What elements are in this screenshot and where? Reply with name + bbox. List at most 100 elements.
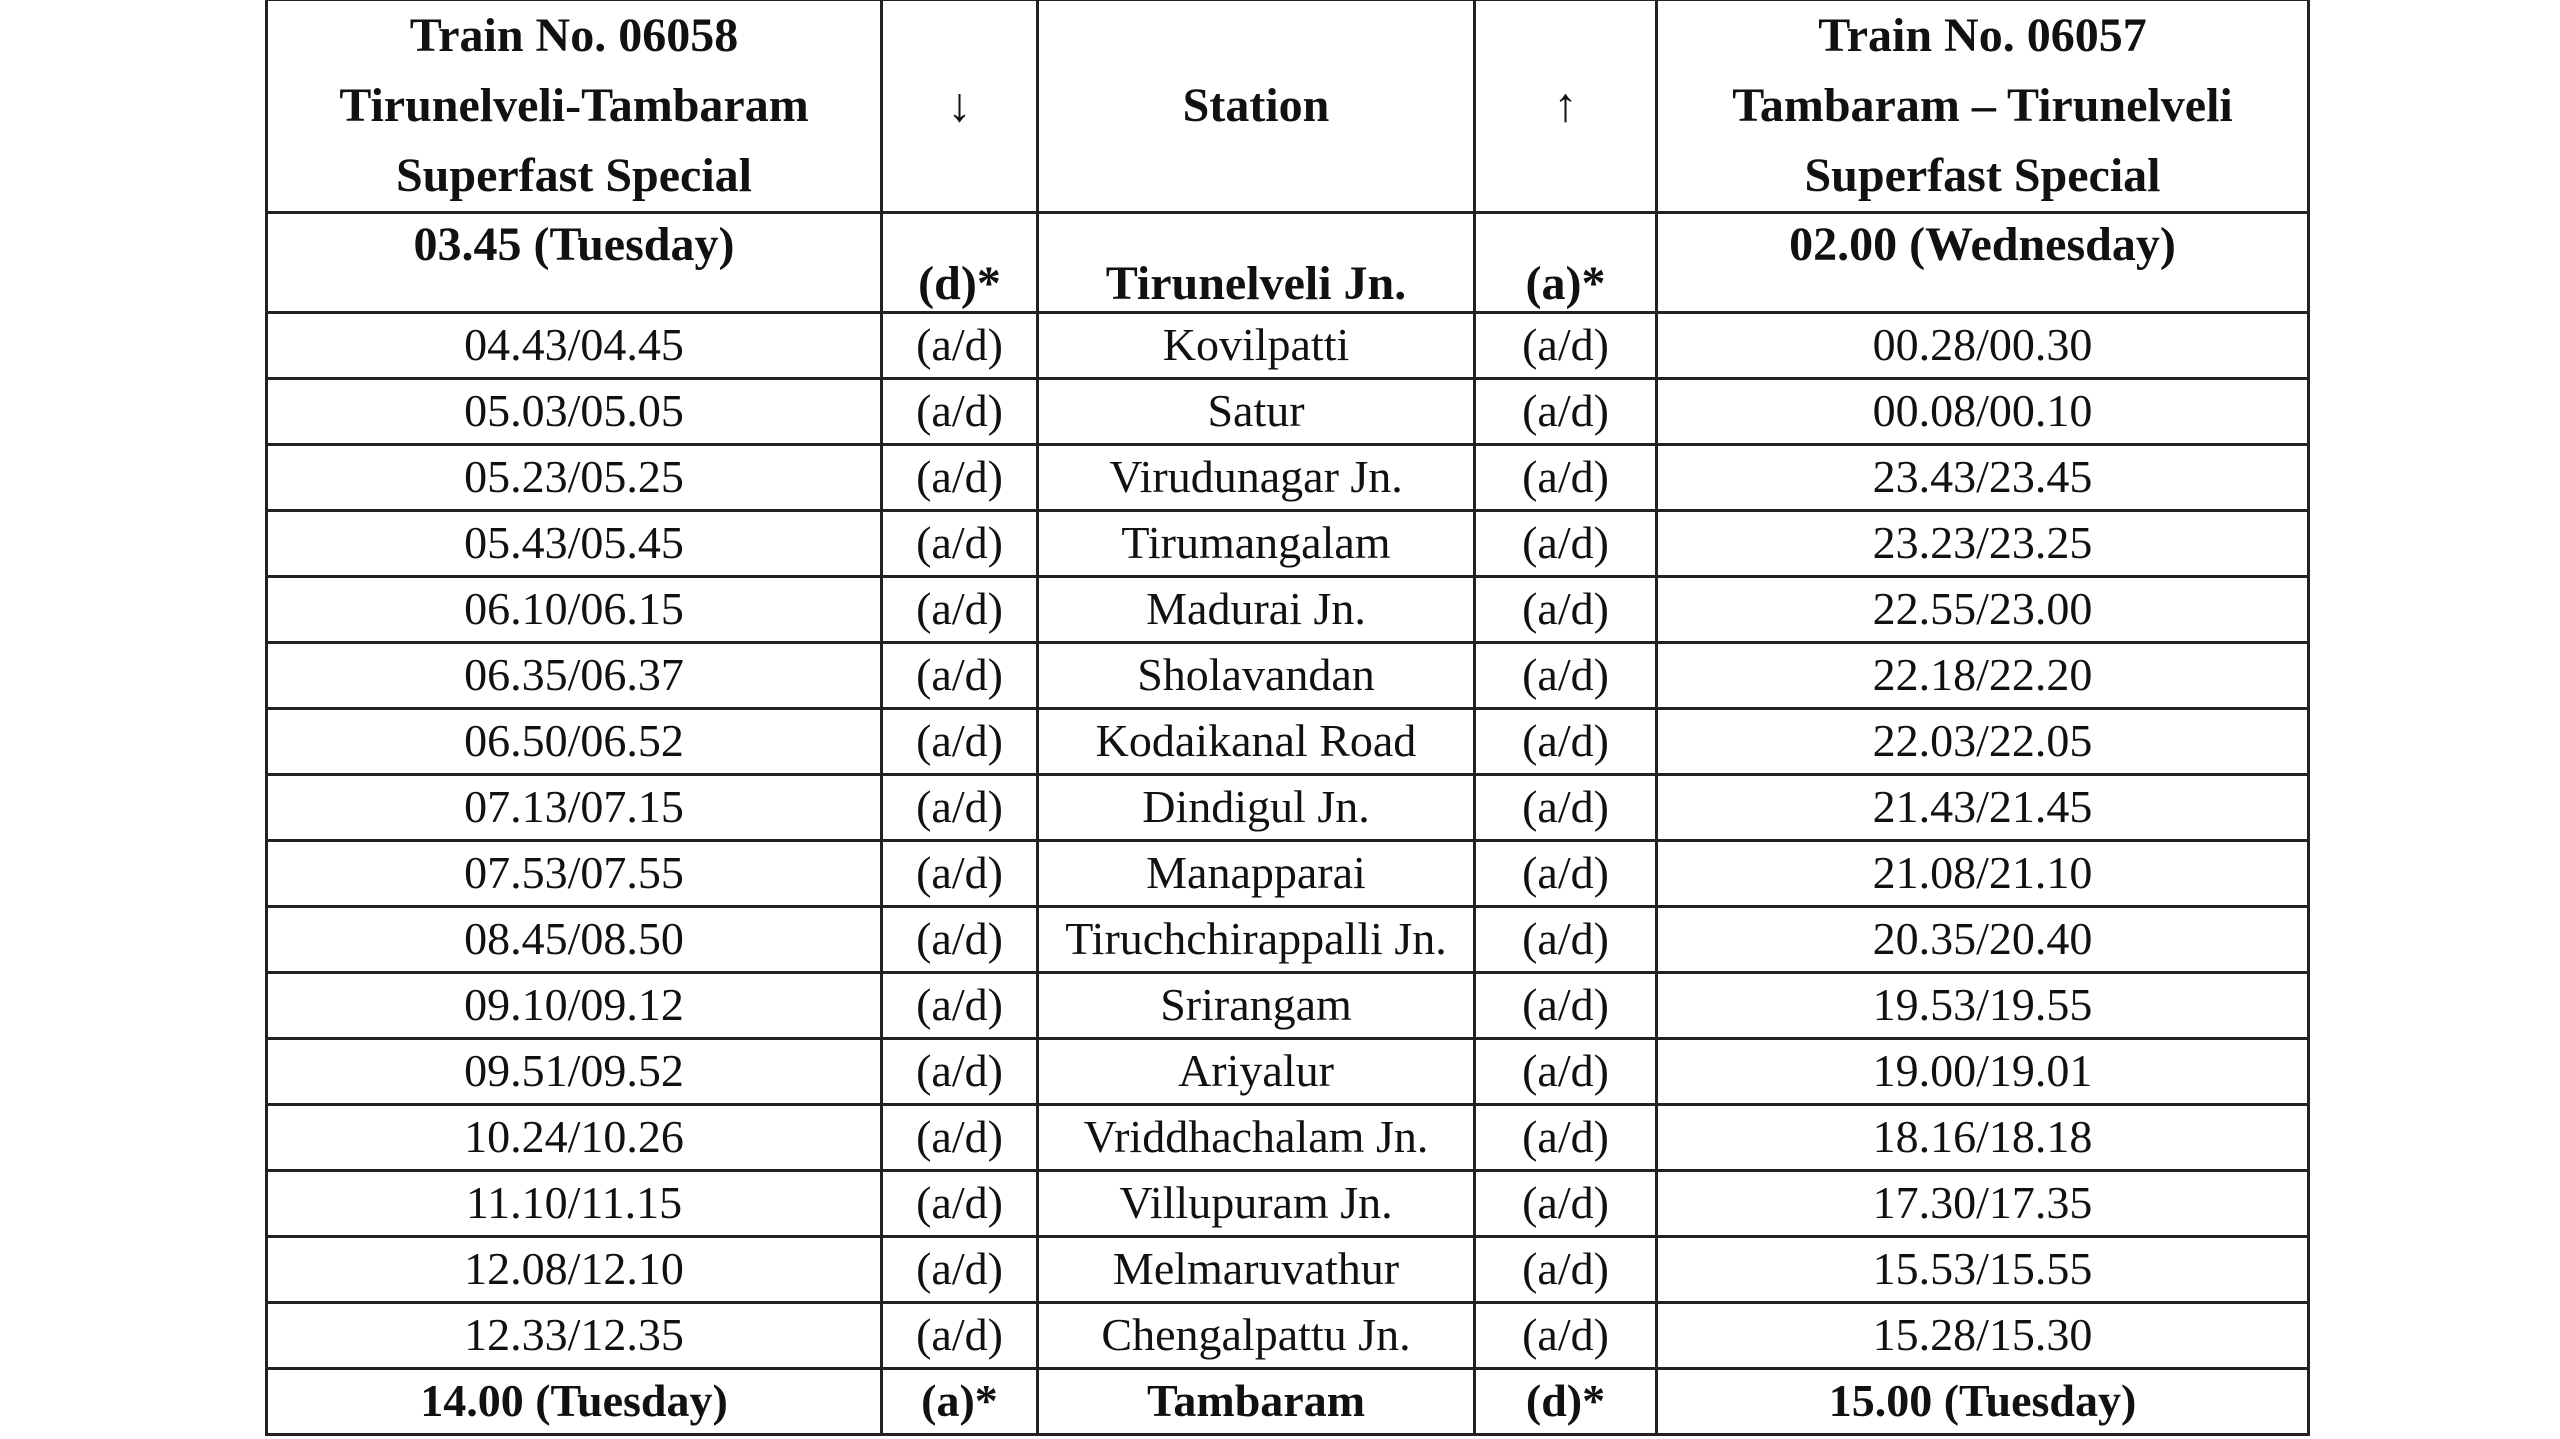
cell: (a/d) [1473,971,1658,1040]
cell: 03.45 (Tuesday) [265,211,883,314]
header-line: Station [1182,79,1330,132]
cell: 05.03/05.05 [265,377,883,446]
cell: Tambaram [1036,1367,1476,1436]
cell: 04.43/04.45 [265,311,883,380]
cell: 21.08/21.10 [1655,839,2310,908]
cell: (a/d) [1473,1103,1658,1172]
cell: (a/d) [1473,1169,1658,1238]
row: 04.43/04.45 (a/d) Kovilpatti (a/d) 00.28/00.… [265,311,2310,380]
cell: 21.43/21.45 [1655,773,2310,842]
header-line: Tambaram – Tirunelveli [1732,79,2233,132]
cell: 15.00 (Tuesday) [1655,1367,2310,1436]
cell: Melmaruvathur [1036,1235,1476,1304]
cell: (a/d) [880,443,1039,512]
cell: (a/d) [880,377,1039,446]
row: 09.10/09.12 (a/d) Srirangam (a/d) 19.53/19.5… [265,971,2310,1040]
row: 03.45 (Tuesday) (d)* Tirunelveli Jn. (a)* 02… [265,211,2310,314]
cell: 22.03/22.05 [1655,707,2310,776]
row: 10.24/10.26 (a/d) Vriddhachalam Jn. (a/d) 18… [265,1103,2310,1172]
cell: (a/d) [880,1235,1039,1304]
cell: 06.50/06.52 [265,707,883,776]
row: 05.43/05.45 (a/d) Tirumangalam (a/d) 23.23/2… [265,509,2310,578]
cell: Villupuram Jn. [1036,1169,1476,1238]
cell: Tiruchchirappalli Jn. [1036,905,1476,974]
cell: 22.55/23.00 [1655,575,2310,644]
cell: Dindigul Jn. [1036,773,1476,842]
cell: (d)* [880,211,1039,314]
cell: (a/d) [880,707,1039,776]
cell: 23.43/23.45 [1655,443,2310,512]
header-line: Train No. 06058 [409,9,739,62]
cell: (a/d) [1473,575,1658,644]
cell: (a/d) [1473,773,1658,842]
cell: (a/d) [880,311,1039,380]
cell: (a/d) [1473,1235,1658,1304]
row: 05.03/05.05 (a/d) Satur (a/d) 00.08/00.10 [265,377,2310,446]
row: 12.08/12.10 (a/d) Melmaruvathur (a/d) 15.53/… [265,1235,2310,1304]
row: 05.23/05.25 (a/d) Virudunagar Jn. (a/d) 23.4… [265,443,2310,512]
cell: (a/d) [1473,641,1658,710]
cell: (a)* [880,1367,1039,1436]
cell: 07.13/07.15 [265,773,883,842]
row: 06.50/06.52 (a/d) Kodaikanal Road (a/d) 22.0… [265,707,2310,776]
cell: Manapparai [1036,839,1476,908]
cell: Satur [1036,377,1476,446]
cell: 19.53/19.55 [1655,971,2310,1040]
header-cell: Train No. 06057 Tambaram – Tirunelveli Sup… [1655,0,2310,214]
cell: (a/d) [1473,377,1658,446]
header-cell: Station [1036,0,1476,214]
cell: (a/d) [880,1169,1039,1238]
cell: Madurai Jn. [1036,575,1476,644]
cell: (a/d) [1473,707,1658,776]
cell: 07.53/07.55 [265,839,883,908]
header-line: ↓ [947,79,972,132]
cell: Sholavandan [1036,641,1476,710]
row: 08.45/08.50 (a/d) Tiruchchirappalli Jn. (a/… [265,905,2310,974]
cell: Kodaikanal Road [1036,707,1476,776]
cell: 14.00 (Tuesday) [265,1367,883,1436]
cell: (a/d) [880,971,1039,1040]
cell: (a/d) [880,1037,1039,1106]
cell: Chengalpattu Jn. [1036,1301,1476,1370]
cell: 09.51/09.52 [265,1037,883,1106]
cell: (a/d) [1473,509,1658,578]
cell: 02.00 (Wednesday) [1655,211,2310,314]
cell: (a/d) [880,575,1039,644]
cell: 22.18/22.20 [1655,641,2310,710]
cell: (a/d) [1473,443,1658,512]
cell: (a)* [1473,211,1658,314]
cell: 19.00/19.01 [1655,1037,2310,1106]
cell: 18.16/18.18 [1655,1103,2310,1172]
cell: (a/d) [1473,905,1658,974]
cell: Kovilpatti [1036,311,1476,380]
cell: (a/d) [1473,839,1658,908]
timetable-body: Train No. 06058 Tirunelveli-Tambaram Super… [265,0,2310,1436]
cell: 05.23/05.25 [265,443,883,512]
cell: Vriddhachalam Jn. [1036,1103,1476,1172]
row: 06.35/06.37 (a/d) Sholavandan (a/d) 22.18/22… [265,641,2310,710]
cell: (a/d) [880,641,1039,710]
header-line: Superfast Special [395,149,752,202]
header-cell: Train No. 06058 Tirunelveli-Tambaram Super… [265,0,883,214]
cell: 08.45/08.50 [265,905,883,974]
cell: Ariyalur [1036,1037,1476,1106]
header-row: Train No. 06058 Tirunelveli-Tambaram Super… [265,0,2310,214]
cell: 00.28/00.30 [1655,311,2310,380]
cell: 17.30/17.35 [1655,1169,2310,1238]
row: 09.51/09.52 (a/d) Ariyalur (a/d) 19.00/19.01 [265,1037,2310,1106]
timetable: Train No. 06058 Tirunelveli-Tambaram Super… [265,0,2310,1436]
cell: (a/d) [880,1103,1039,1172]
row: 12.33/12.35 (a/d) Chengalpattu Jn. (a/d) 15.… [265,1301,2310,1370]
cell: 06.35/06.37 [265,641,883,710]
header-cell: ↓ [880,0,1039,214]
header-line: Tirunelveli-Tambaram [339,79,809,132]
cell: Tirunelveli Jn. [1036,211,1476,314]
cell: 20.35/20.40 [1655,905,2310,974]
cell: (a/d) [880,773,1039,842]
cell: (a/d) [1473,1037,1658,1106]
cell: Srirangam [1036,971,1476,1040]
cell: 15.53/15.55 [1655,1235,2310,1304]
cell: 09.10/09.12 [265,971,883,1040]
header-line: Superfast Special [1804,149,2161,202]
